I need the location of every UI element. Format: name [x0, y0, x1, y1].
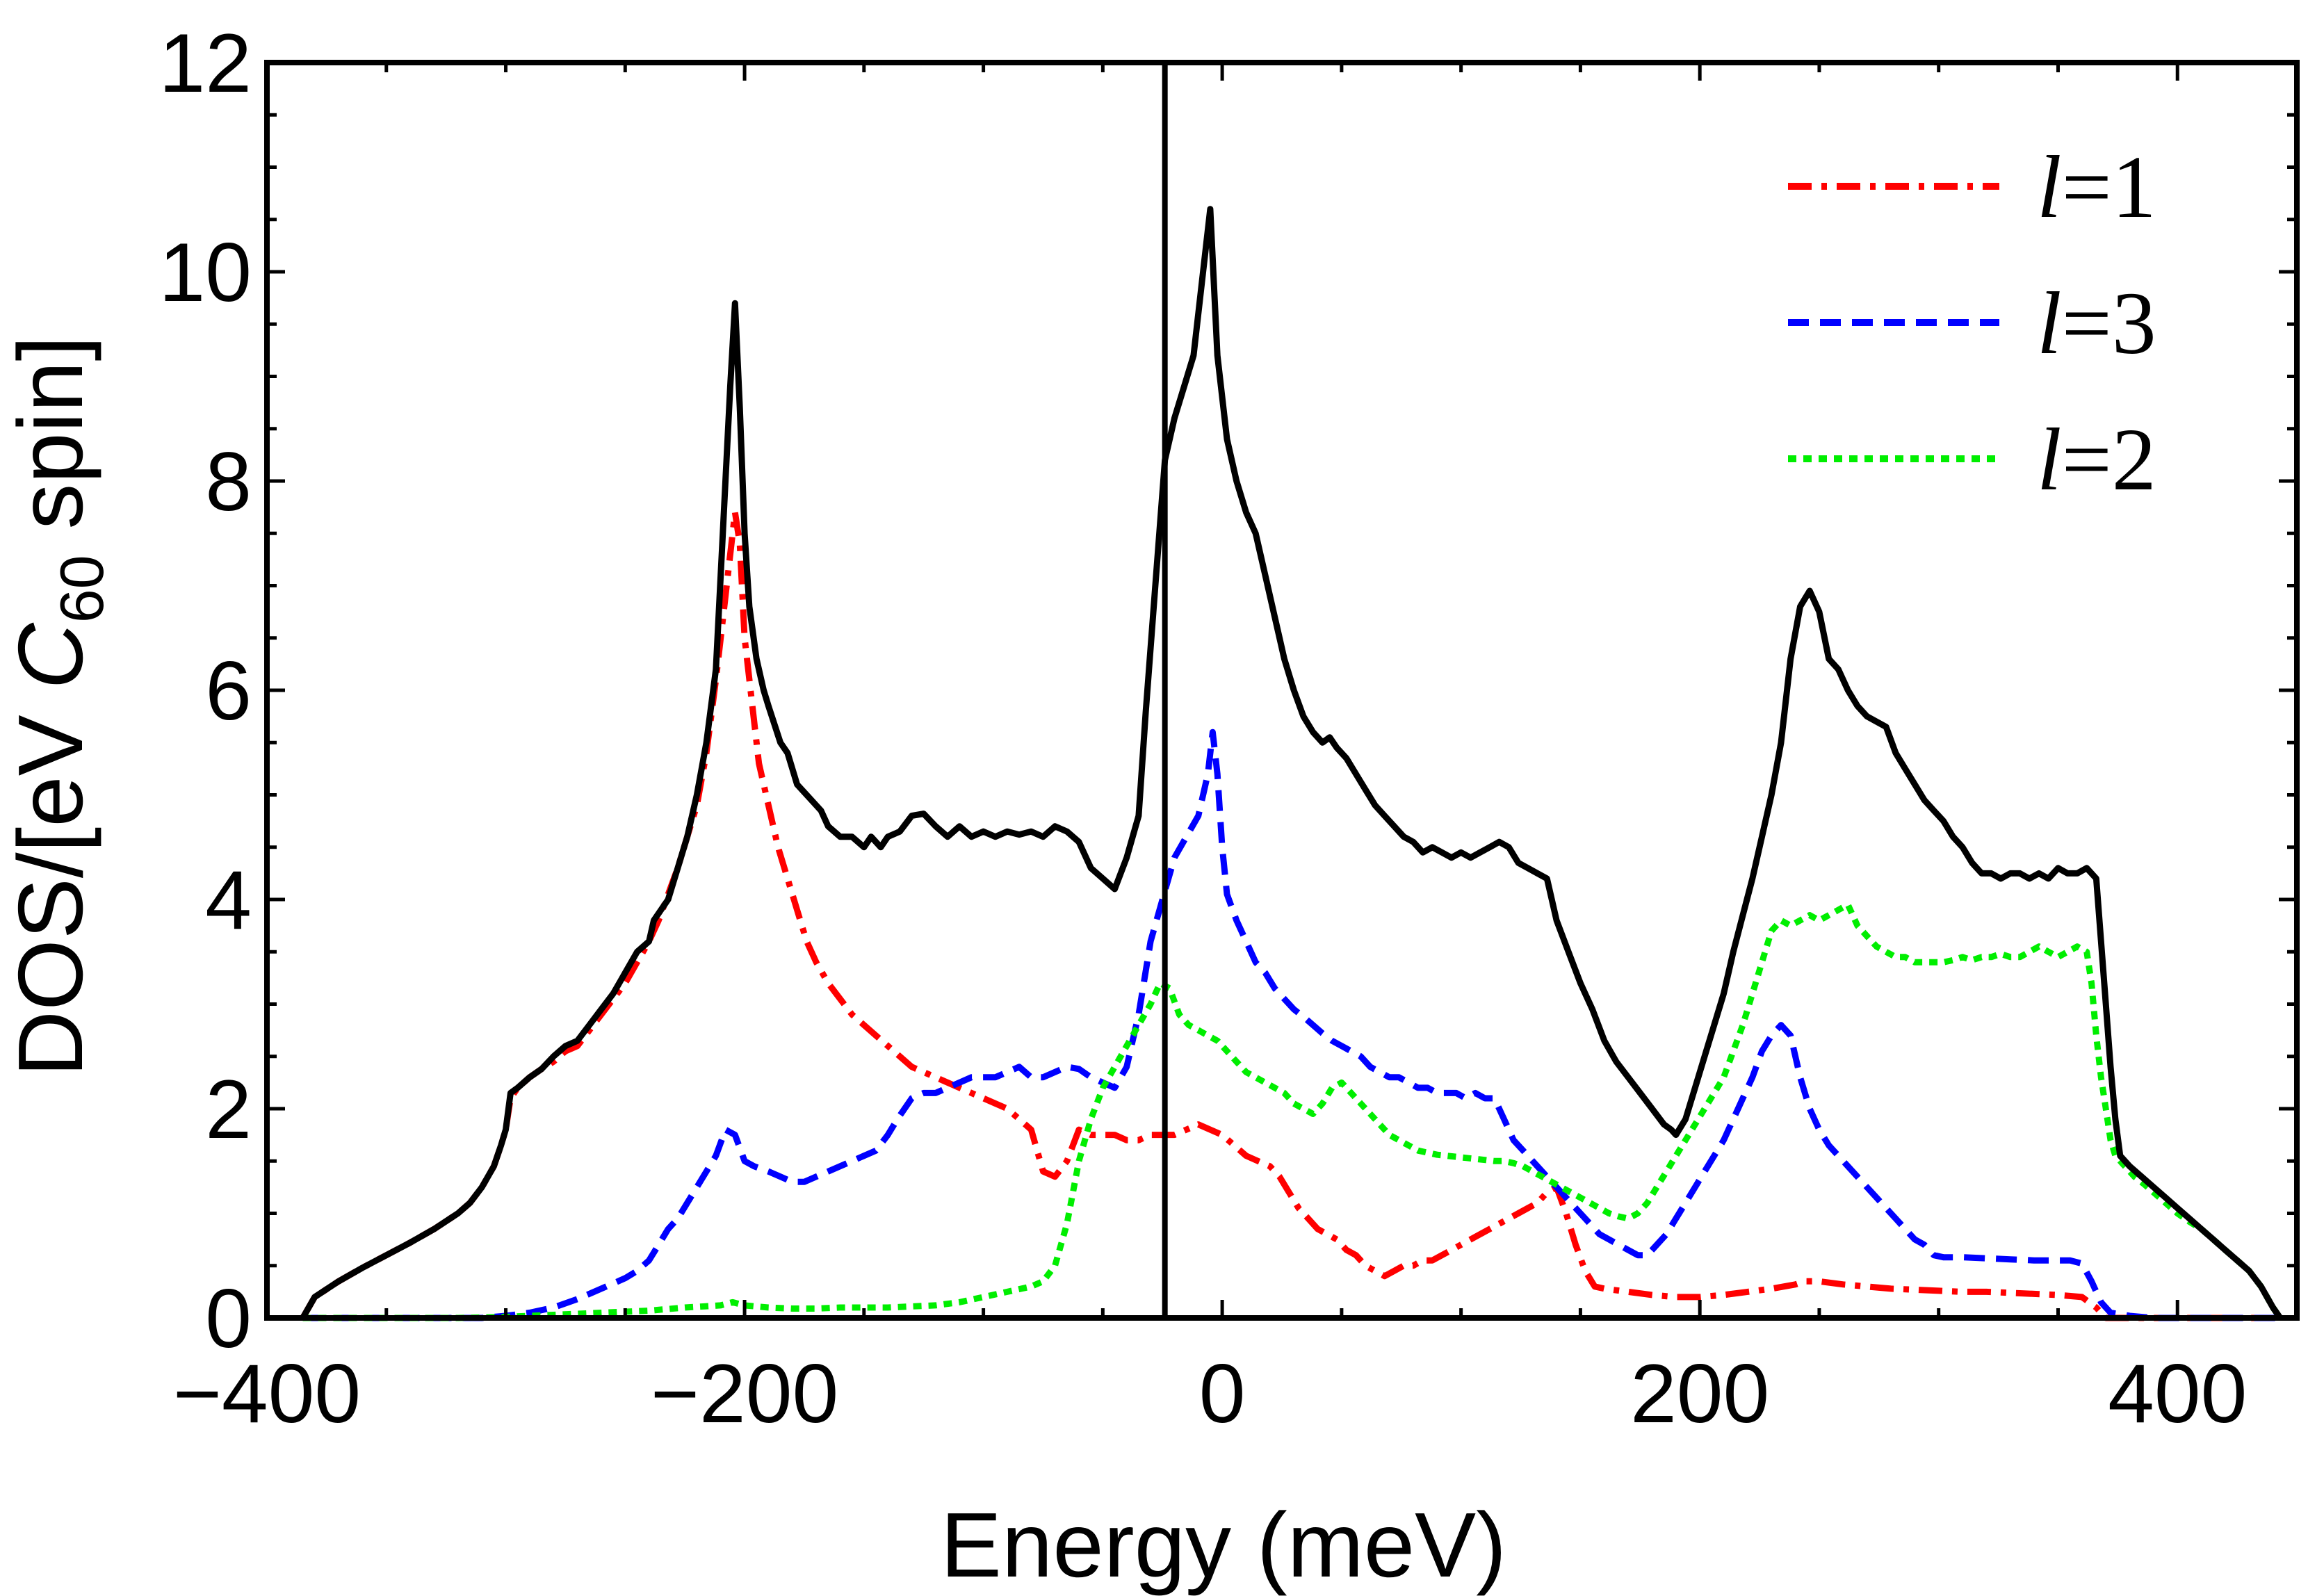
plot-area: [300, 63, 2283, 1321]
legend-label-value: =2: [2062, 410, 2156, 509]
series-line-total: [300, 206, 2283, 1320]
y-axis-title-subscript: 60: [47, 555, 116, 623]
y-axis-title-molecule: C: [0, 622, 101, 690]
legend-label-var: l: [2037, 138, 2062, 236]
y-tick-labels: 0 2 4 6 8 10 12: [159, 17, 252, 1365]
y-tick-label: 4: [205, 854, 252, 947]
series-line-l2: [302, 902, 2283, 1321]
y-axis-title-suffix: spin]: [0, 336, 101, 555]
legend-label-l1: l=1: [2037, 138, 2156, 236]
y-tick-label: 6: [205, 644, 252, 738]
x-axis-title: Energy (meV): [941, 1494, 1506, 1596]
x-tick-label: −200: [651, 1347, 838, 1440]
y-tick-label: 8: [205, 435, 252, 528]
series-line-l3: [302, 728, 2280, 1321]
plot-frame: [264, 60, 2300, 1321]
legend-label-l3: l=3: [2037, 274, 2156, 373]
legend-label-var: l: [2037, 410, 2062, 509]
x-tick-labels: −400 −200 0 200 400: [173, 1347, 2247, 1440]
x-tick-label: 400: [2108, 1347, 2247, 1440]
y-tick-label: 2: [205, 1063, 252, 1156]
legend-label-l2: l=2: [2037, 410, 2156, 509]
y-tick-label: 12: [159, 17, 252, 110]
tick-marks: [265, 60, 2297, 1320]
y-axis-title-prefix: DOS/[eV: [0, 690, 101, 1077]
series-line-l1: [300, 509, 2280, 1321]
y-tick-label: 10: [159, 226, 252, 319]
legend-label-value: =1: [2062, 138, 2156, 236]
x-tick-label: 0: [1199, 1347, 1246, 1440]
legend-label-value: =3: [2062, 274, 2156, 373]
y-axis-title: DOS/[eV C60 spin]: [0, 336, 116, 1077]
x-tick-label: 200: [1630, 1347, 1769, 1440]
x-tick-label: −400: [173, 1347, 361, 1440]
legend: l=1l=3l=2: [1788, 138, 2156, 509]
legend-label-var: l: [2037, 274, 2062, 373]
y-tick-label: 0: [205, 1272, 252, 1365]
